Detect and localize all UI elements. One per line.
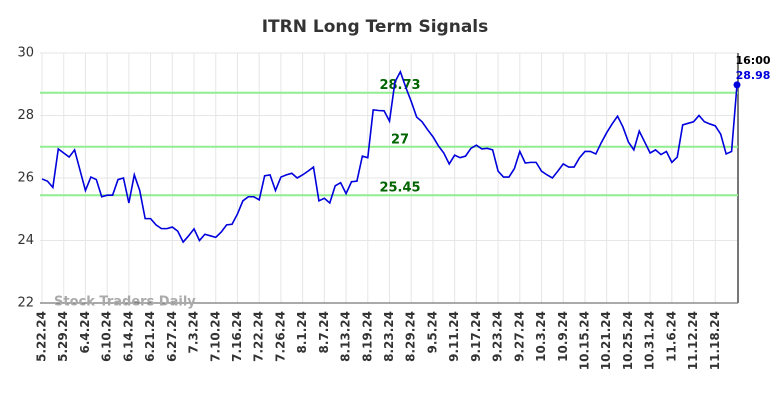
- x-tick-label: 9.27.24: [512, 311, 526, 362]
- x-tick-label: 7.26.24: [273, 311, 287, 362]
- x-tick-label: 10.15.24: [577, 311, 591, 370]
- y-tick-label: 24: [17, 233, 34, 248]
- watermark: Stock Traders Daily: [54, 295, 196, 310]
- x-tick-label: 9.11.24: [447, 311, 461, 362]
- x-tick-label: 8.7.24: [317, 311, 331, 354]
- last-point: [733, 81, 741, 89]
- x-tick-label: 10.3.24: [534, 311, 548, 362]
- x-tick-label: 10.9.24: [556, 311, 570, 362]
- x-tick-label: 6.21.24: [143, 311, 157, 362]
- last-value: 28.98: [736, 69, 771, 82]
- signal-label: 27: [391, 132, 409, 147]
- x-tick-label: 6.27.24: [165, 311, 179, 362]
- x-tick-label: 7.3.24: [187, 311, 201, 354]
- x-tick-label: 9.5.24: [425, 311, 439, 354]
- y-tick-label: 26: [17, 171, 34, 186]
- signal-label: 28.73: [379, 78, 420, 93]
- x-tick-label: 8.23.24: [382, 311, 396, 362]
- x-tick-label: 8.13.24: [339, 311, 353, 362]
- x-tick-label: 10.31.24: [643, 311, 657, 370]
- x-tick-label: 11.6.24: [664, 311, 678, 362]
- x-tick-label: 8.1.24: [295, 311, 309, 354]
- x-tick-label: 5.29.24: [56, 311, 70, 362]
- x-tick-label: 7.10.24: [208, 311, 222, 362]
- y-tick-label: 22: [17, 296, 34, 311]
- signal-label: 25.45: [379, 181, 420, 196]
- x-tick-label: 11.12.24: [686, 311, 700, 370]
- x-tick-label: 7.22.24: [252, 311, 266, 362]
- x-tick-label: 5.22.24: [35, 311, 49, 362]
- x-tick-label: 10.25.24: [621, 311, 635, 370]
- x-tick-label: 6.4.24: [78, 311, 92, 354]
- x-tick-label: 6.10.24: [100, 311, 114, 362]
- price-line: [41, 69, 738, 244]
- y-tick-label: 30: [17, 46, 34, 61]
- x-tick-label: 6.14.24: [121, 311, 135, 362]
- x-tick-label: 11.18.24: [708, 311, 722, 370]
- x-tick-label: 8.29.24: [404, 311, 418, 362]
- last-time: 16:00: [735, 54, 770, 67]
- x-tick-label: 9.17.24: [469, 311, 483, 362]
- x-tick-label: 7.16.24: [230, 311, 244, 362]
- x-tick-label: 9.23.24: [491, 311, 505, 362]
- y-tick-label: 28: [17, 108, 34, 123]
- x-tick-label: 10.21.24: [599, 311, 613, 370]
- chart-title: ITRN Long Term Signals: [262, 17, 489, 37]
- x-tick-label: 8.19.24: [360, 311, 374, 362]
